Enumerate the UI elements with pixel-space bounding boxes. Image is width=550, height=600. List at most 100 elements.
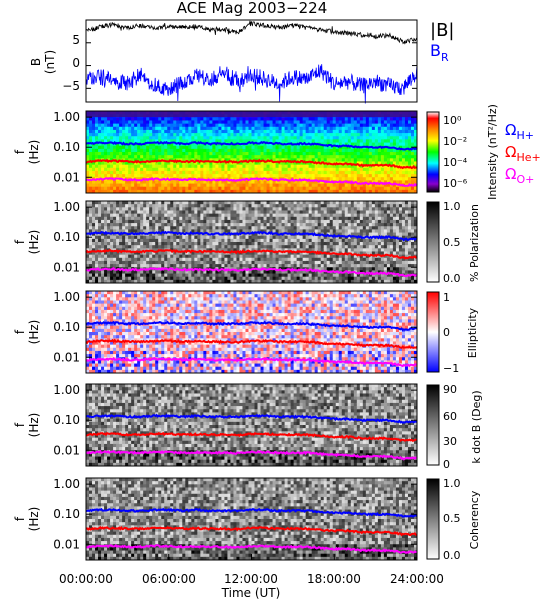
spectrogram-cell xyxy=(239,216,243,221)
spectrogram-cell xyxy=(92,216,96,221)
spectrogram-cell xyxy=(269,264,273,268)
spectrogram-cell xyxy=(134,219,138,224)
spectrogram-cell xyxy=(311,126,316,131)
spectrogram-cell xyxy=(275,167,279,172)
spectrogram-cell xyxy=(299,117,304,121)
spectrogram-cell xyxy=(302,235,307,240)
spectrogram-cell xyxy=(119,264,123,268)
spectrogram-cell xyxy=(122,276,126,281)
spectrogram-cell xyxy=(233,174,237,178)
spectrogram-cell xyxy=(221,229,225,233)
spectrogram-cell xyxy=(164,204,168,208)
spectrogram-cell xyxy=(248,145,252,150)
spectrogram-cell xyxy=(161,216,165,221)
spectrogram-cell xyxy=(326,223,331,227)
spectrogram-cell xyxy=(224,254,228,259)
spectrogram-cell xyxy=(86,226,90,230)
spectrogram-cell xyxy=(173,139,177,143)
spectrogram-cell xyxy=(242,238,246,243)
spectrogram-cell xyxy=(257,254,261,259)
spectrogram-cell xyxy=(242,207,246,211)
spectrogram-cell xyxy=(299,177,304,181)
spectrogram-cell xyxy=(185,245,189,249)
spectrogram-cell xyxy=(110,120,114,125)
spectrogram-cell xyxy=(188,260,192,265)
spectrogram-cell xyxy=(95,142,99,147)
spectrogram-cell xyxy=(254,126,258,131)
spectrogram-cell xyxy=(299,189,304,194)
spectrogram-cell xyxy=(152,148,156,153)
spectrogram-cell xyxy=(116,180,120,184)
spectrogram-cell xyxy=(128,117,132,121)
spectrogram-cell xyxy=(98,145,102,150)
spectrogram-cell xyxy=(335,133,340,137)
spectrogram-cell xyxy=(185,167,189,172)
spectrogram-cell xyxy=(170,145,174,150)
spectrogram-cell xyxy=(344,170,349,175)
spectrogram-cell xyxy=(227,139,231,143)
spectrogram-cell xyxy=(98,139,102,143)
spectrogram-cell xyxy=(215,148,219,153)
spectrogram-cell xyxy=(224,133,228,137)
spectrogram-cell xyxy=(107,145,111,150)
spectrogram-cell xyxy=(248,164,252,169)
spectrogram-cell xyxy=(122,232,126,237)
spectrogram-cell xyxy=(290,264,295,268)
spectrogram-cell xyxy=(176,223,180,227)
spectrogram-cell xyxy=(137,177,141,181)
spectrogram-cell xyxy=(197,213,201,218)
spectrogram-cell xyxy=(344,142,349,147)
spectrogram-cell xyxy=(296,257,301,262)
spectrogram-cell xyxy=(104,180,108,184)
spectrogram-cell xyxy=(293,129,298,134)
spectrogram-cell xyxy=(131,129,135,134)
spectrogram-cell xyxy=(281,276,285,281)
spectrogram-cell xyxy=(347,117,352,121)
spectrogram-cell xyxy=(275,170,279,175)
spectrogram-cell xyxy=(290,120,295,125)
spectrogram-cell xyxy=(218,248,222,252)
spectrogram-cell xyxy=(266,136,270,140)
spectrogram-cell xyxy=(200,279,204,284)
spectrogram-cell xyxy=(332,126,337,131)
spectrogram-cell xyxy=(380,189,385,194)
spectrogram-cell xyxy=(386,133,391,137)
spectrogram-cell xyxy=(104,270,108,274)
spectrogram-cell xyxy=(302,120,307,125)
spectrogram-cell xyxy=(386,186,391,191)
spectrogram-cell xyxy=(197,155,201,159)
spectrogram-cell xyxy=(155,167,159,172)
spectrogram-cell xyxy=(383,148,388,153)
spectrogram-cell xyxy=(176,279,180,284)
spectrogram-cell xyxy=(410,167,415,172)
spectrogram-cell xyxy=(260,148,264,153)
spectrogram-cell xyxy=(185,270,189,274)
spectrogram-cell xyxy=(293,219,298,224)
spectrogram-cell xyxy=(239,189,243,194)
spectrogram-cell xyxy=(146,204,150,208)
spectrogram-cell xyxy=(197,174,201,178)
spectrogram-cell xyxy=(239,238,243,243)
spectrogram-cell xyxy=(161,145,165,150)
spectrogram-cell xyxy=(200,139,204,143)
spectrogram-cell xyxy=(236,201,240,205)
spectrogram-cell xyxy=(185,117,189,121)
spectrogram-cell xyxy=(236,189,240,194)
spectrogram-cell xyxy=(251,170,255,175)
spectrogram-cell xyxy=(110,242,114,246)
spectrogram-cell xyxy=(173,235,177,240)
spectrogram-cell xyxy=(272,167,276,172)
spectrogram-cell xyxy=(167,257,171,262)
spectrogram-cell xyxy=(134,260,138,265)
spectrogram-cell xyxy=(89,238,93,243)
spectrogram-cell xyxy=(251,245,255,249)
spectrogram-cell xyxy=(194,216,198,221)
spectrogram-cell xyxy=(329,123,334,128)
spectrogram-cell xyxy=(179,161,183,166)
spectrogram-cell xyxy=(320,117,325,121)
spectrogram-cell xyxy=(365,139,370,143)
spectrogram-cell xyxy=(122,180,126,184)
spectrogram-cell xyxy=(107,117,111,121)
spectrogram-cell xyxy=(260,133,264,137)
spectrogram-cell xyxy=(275,148,279,153)
